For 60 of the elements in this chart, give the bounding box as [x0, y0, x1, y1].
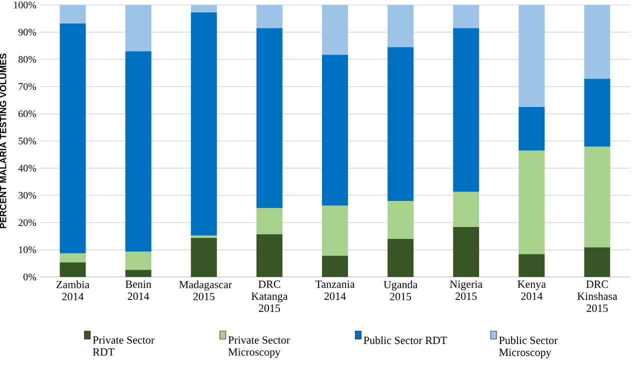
- bar: [453, 226, 480, 277]
- bar: [518, 5, 545, 108]
- x-tick-label: Tanzania 2014: [315, 280, 355, 300]
- bar: [125, 5, 152, 52]
- legend-label: Private Sector Microscopy: [228, 336, 290, 358]
- bar: [388, 238, 414, 277]
- bar: [518, 254, 545, 277]
- bar: [190, 238, 217, 277]
- bar: [518, 107, 545, 151]
- bar: [322, 206, 348, 256]
- bar: [190, 12, 217, 236]
- y-tick-label: 0%: [24, 274, 36, 280]
- bar: [125, 252, 152, 270]
- bar: [453, 5, 480, 28]
- x-tick-label: Zambia 2014: [56, 280, 90, 300]
- legend-label: Private Sector RDT: [92, 336, 155, 356]
- bar: [584, 78, 610, 147]
- y-tick-label: 100%: [14, 2, 36, 8]
- x-tick-label: Kenya 2014: [518, 280, 546, 300]
- bar: [453, 28, 480, 192]
- bar: [322, 256, 348, 277]
- bar: [125, 270, 152, 277]
- y-axis-title: PERCENT MALARIA TESTING VOLUMES: [0, 54, 6, 228]
- y-tick-label: 90%: [18, 28, 36, 36]
- y-tick-label: 10%: [19, 246, 36, 254]
- bar: [584, 5, 610, 79]
- bar: [322, 54, 348, 206]
- bar: [256, 234, 282, 277]
- y-tick-label: 60%: [18, 110, 36, 118]
- bar: [256, 5, 282, 28]
- x-tick-label: Nigeria 2015: [450, 280, 482, 300]
- bar: [60, 24, 86, 254]
- bar: [190, 5, 217, 12]
- bar: [125, 51, 152, 252]
- legend-label: Public Sector RDT: [364, 336, 447, 344]
- x-tick-label: Madagascar 2015: [179, 280, 232, 300]
- y-tick-label: 70%: [18, 83, 36, 90]
- bar: [60, 262, 86, 277]
- bar: [518, 150, 545, 254]
- y-tick-label: 50%: [18, 138, 36, 144]
- bar: [60, 253, 86, 262]
- bar: [388, 5, 414, 48]
- bar: [60, 5, 86, 24]
- bar: [584, 146, 610, 248]
- x-tick-label: Benin 2014: [126, 280, 152, 300]
- bar: [388, 201, 414, 239]
- legend-label: Public Sector Microscopy: [499, 336, 558, 358]
- x-tick-label: Uganda 2015: [384, 280, 418, 300]
- bar: [584, 247, 610, 277]
- bar: [256, 28, 282, 208]
- bar: [322, 5, 348, 55]
- y-tick-label: 30%: [18, 192, 36, 199]
- y-tick-label: 20%: [18, 219, 36, 226]
- x-tick-label: DRC Kinshasa 2015: [577, 280, 618, 312]
- y-tick-label: 80%: [18, 56, 36, 63]
- y-tick-label: 40%: [18, 164, 36, 172]
- x-tick-label: DRC Katanga 2015: [251, 280, 288, 312]
- bar: [256, 208, 282, 234]
- bar: [453, 192, 480, 227]
- bar: [388, 47, 414, 202]
